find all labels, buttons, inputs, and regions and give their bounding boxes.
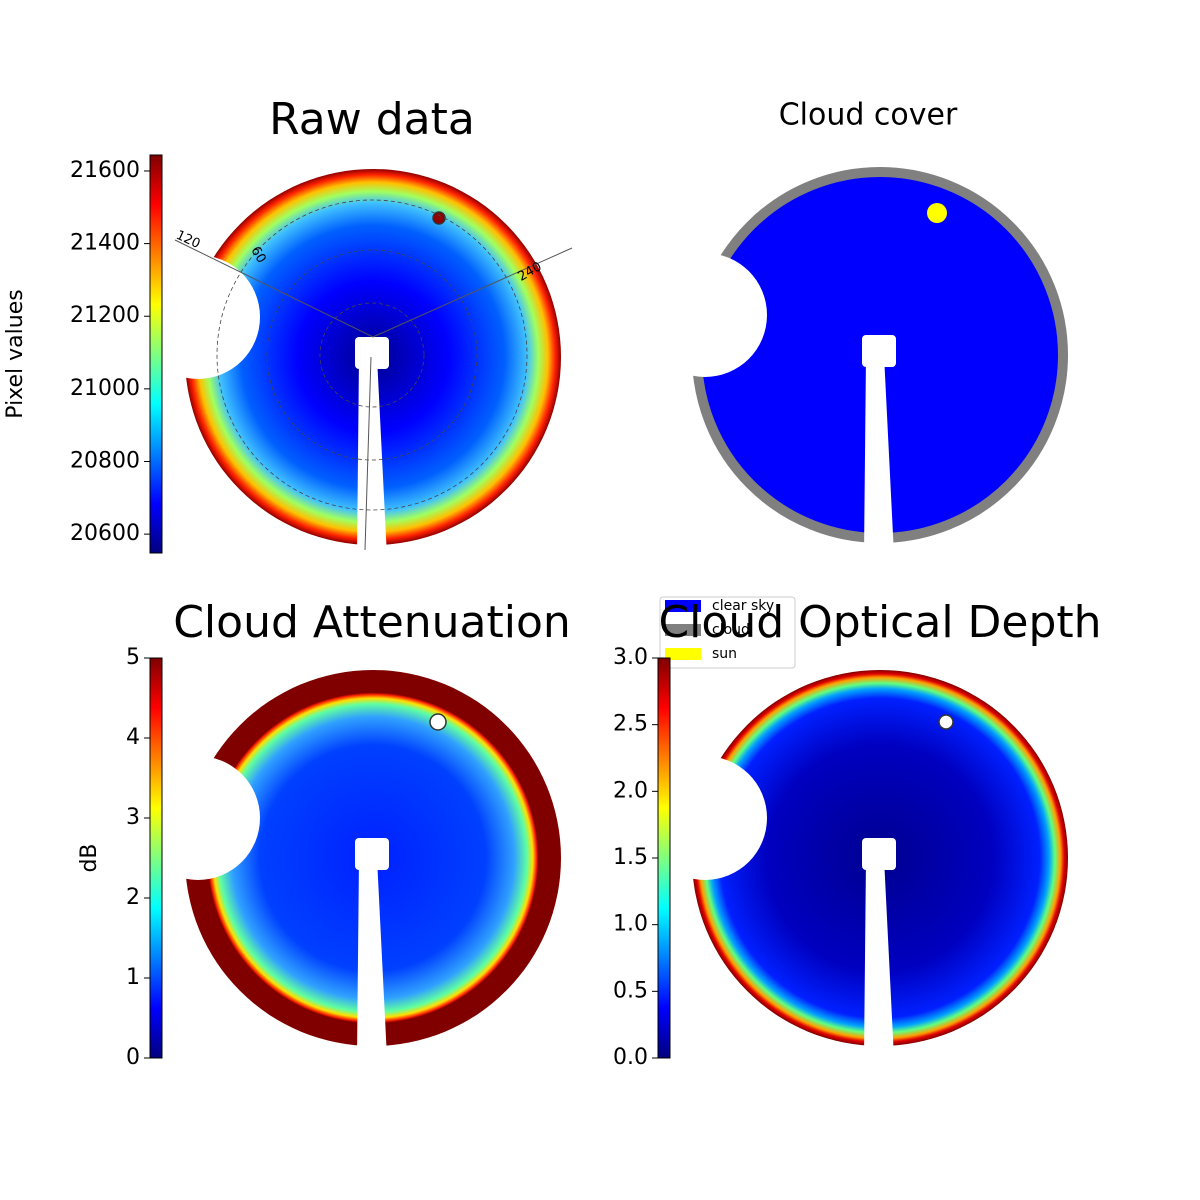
- colorbar-label: dB: [77, 843, 102, 872]
- legend-label: clear sky: [712, 598, 774, 614]
- sun-mark: [432, 211, 446, 225]
- colorbar-tick-label: 0.0: [613, 1045, 648, 1070]
- polar-ring: [266, 249, 478, 461]
- colorbar: [149, 657, 163, 1059]
- colorbar-tick-label: 3: [126, 805, 140, 830]
- sun-mark: [927, 203, 947, 223]
- colorbar: [149, 154, 163, 554]
- mask-notch: [136, 255, 260, 379]
- legend-swatch: [665, 624, 701, 636]
- mask-box: [862, 335, 896, 367]
- polar-ring: [216, 199, 528, 511]
- colorbar-tick-label: 21400: [70, 231, 140, 256]
- mask-box: [862, 838, 896, 870]
- mask-notch: [136, 756, 260, 880]
- mask-arm: [357, 357, 387, 557]
- mask-arm: [864, 355, 894, 555]
- colorbar-tick-label: 1.5: [613, 845, 648, 870]
- sky-image: [643, 167, 1068, 555]
- polar-label: 60: [247, 244, 268, 266]
- legend-swatch: [665, 600, 701, 612]
- colorbar-tick-label: 2: [126, 885, 140, 910]
- colorbar-tick-label: 4: [126, 725, 140, 750]
- panel-title: Raw data: [269, 94, 475, 145]
- colorbar-label: Pixel values: [3, 289, 28, 418]
- polar-ring: [319, 302, 425, 408]
- legend-label: sun: [712, 646, 737, 662]
- sky-image: [643, 670, 1068, 1058]
- mask-arm: [357, 858, 387, 1058]
- colorbar-tick-label: 1.0: [613, 912, 648, 937]
- polar-spoke: [174, 239, 573, 338]
- mask-notch: [643, 756, 767, 880]
- colorbar-tick-label: 21600: [70, 158, 140, 183]
- sky-image: [136, 169, 573, 557]
- legend-label: cloud: [712, 622, 750, 638]
- panel-title: Cloud Optical Depth: [658, 597, 1101, 648]
- mask-notch: [643, 253, 767, 377]
- colorbar-tick-label: 21200: [70, 303, 140, 328]
- mask-box: [355, 337, 389, 369]
- colorbar-tick-label: 20800: [70, 448, 140, 473]
- polar-spoke: [364, 356, 372, 551]
- sun-mark: [938, 714, 954, 730]
- sun-mark: [429, 713, 447, 731]
- panel-title: Cloud Attenuation: [173, 597, 571, 648]
- colorbar-tick-label: 3.0: [613, 645, 648, 670]
- colorbar-tick-label: 5: [126, 645, 140, 670]
- mask-box: [355, 838, 389, 870]
- colorbar-tick-label: 0: [126, 1045, 140, 1070]
- colorbar-tick-label: 20600: [70, 521, 140, 546]
- polar-label: 120: [174, 228, 203, 252]
- colorbar-tick-label: 1: [126, 965, 140, 990]
- colorbar-tick-label: 2.0: [613, 778, 648, 803]
- mask-arm: [864, 858, 894, 1058]
- colorbar-tick-label: 0.5: [613, 978, 648, 1003]
- panel-title: Cloud cover: [779, 98, 958, 133]
- colorbar-tick-label: 21000: [70, 376, 140, 401]
- sky-image: [136, 670, 561, 1058]
- colorbar-tick-label: 2.5: [613, 712, 648, 737]
- colorbar: [657, 657, 671, 1059]
- legend-swatch: [665, 648, 701, 660]
